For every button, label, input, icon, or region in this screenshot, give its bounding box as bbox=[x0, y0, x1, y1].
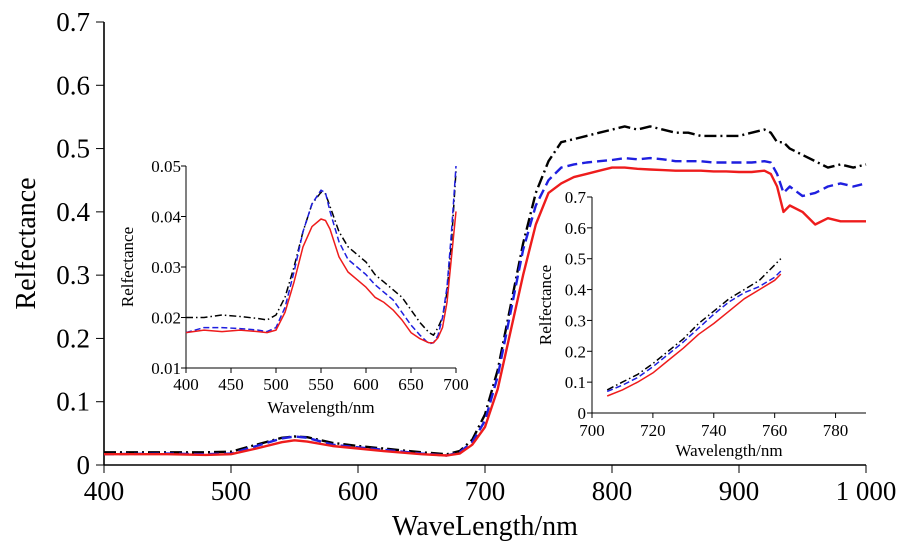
main-x-tick-label: 900 bbox=[719, 476, 760, 506]
inset-right-y-tick-label: 0.1 bbox=[565, 373, 586, 392]
inset-left-x-tick-label: 550 bbox=[308, 375, 334, 394]
inset-left-x-tick-label: 700 bbox=[443, 375, 469, 394]
inset-right-y-tick-label: 0.5 bbox=[565, 250, 586, 269]
inset-left-y-tick-label: 0.02 bbox=[151, 309, 181, 328]
inset-left-area bbox=[185, 165, 457, 369]
inset-right-y-tick-label: 0 bbox=[578, 404, 587, 423]
main-x-tick-label: 800 bbox=[592, 476, 633, 506]
inset-right-area bbox=[591, 196, 867, 414]
main-y-tick-label: 0.1 bbox=[56, 387, 90, 417]
inset-right-y-tick-label: 0.2 bbox=[565, 342, 586, 361]
inset-right-x-tick-label: 720 bbox=[640, 421, 666, 440]
inset-right-series-line-1 bbox=[606, 258, 782, 391]
main-y-tick-label: 0.4 bbox=[56, 197, 90, 227]
main-x-tick-label: 600 bbox=[338, 476, 379, 506]
main-y-tick-label: 0 bbox=[77, 450, 91, 480]
inset-right-x-axis-label: Wavelength/nm bbox=[675, 441, 782, 460]
main-y-tick-label: 0.7 bbox=[56, 7, 90, 37]
inset-left-series-line-3 bbox=[185, 211, 457, 344]
main-y-tick-label: 0.2 bbox=[56, 323, 90, 353]
inset-left-y-axis-label: Relfectance bbox=[118, 227, 137, 307]
main-y-tick-label: 0.5 bbox=[56, 134, 90, 164]
inset-right-series-line-3 bbox=[606, 273, 782, 397]
main-series-line-1 bbox=[104, 125, 867, 456]
main-y-axis-label: Relfectance bbox=[11, 177, 42, 309]
inset-right-y-tick-label: 0.6 bbox=[565, 219, 586, 238]
main-y-tick-label: 0.6 bbox=[56, 70, 90, 100]
inset-left-y-tick-label: 0.01 bbox=[151, 359, 181, 378]
inset-left-x-axis-label: Wavelength/nm bbox=[267, 398, 374, 417]
inset-left-x-tick-label: 400 bbox=[173, 375, 199, 394]
main-plot: 400 500 600 700 800 900 1 000 0 0.1 0.2 0.3 0.4 0.5 0… bbox=[11, 7, 896, 542]
inset-left-plot: 400 450 500 550 600 650 700 0.01 0.02 0.03 0.04 0.0… bbox=[118, 157, 469, 417]
inset-right-y-tick-label: 0.7 bbox=[565, 188, 587, 207]
inset-right-y-axis-label: Relfectance bbox=[536, 265, 555, 345]
inset-right-plot: 700 720 740 760 780 0 0.1 0.2 0.3 0.4 0.5 0.6 0.7 Wav… bbox=[536, 188, 867, 460]
inset-left-series-line-1 bbox=[186, 171, 457, 336]
inset-left-x-tick-label: 450 bbox=[218, 375, 244, 394]
inset-left-x-tick-label: 500 bbox=[263, 375, 289, 394]
inset-left-x-tick-label: 600 bbox=[353, 375, 379, 394]
inset-right-y-tick-label: 0.4 bbox=[565, 281, 587, 300]
inset-left-y-tick-label: 0.03 bbox=[151, 258, 181, 277]
inset-right-x-tick-label: 740 bbox=[701, 421, 727, 440]
main-series-line-2 bbox=[103, 156, 867, 457]
main-x-tick-label: 700 bbox=[465, 476, 506, 506]
inset-left-y-tick-label: 0.05 bbox=[151, 157, 181, 176]
inset-left-x-tick-label: 650 bbox=[398, 375, 424, 394]
main-x-tick-label: 1 000 bbox=[836, 476, 897, 506]
inset-right-y-tick-label: 0.3 bbox=[565, 311, 586, 330]
inset-left-y-tick-label: 0.04 bbox=[151, 208, 181, 227]
main-x-axis-label: WaveLength/nm bbox=[392, 511, 578, 542]
inset-right-x-tick-label: 700 bbox=[579, 421, 605, 440]
main-x-tick-label: 400 bbox=[84, 476, 125, 506]
main-series-line-3 bbox=[104, 166, 866, 457]
main-x-tick-label: 500 bbox=[211, 476, 252, 506]
main-y-tick-label: 0.3 bbox=[56, 260, 90, 290]
inset-right-x-tick-label: 760 bbox=[762, 421, 788, 440]
inset-right-x-tick-label: 780 bbox=[823, 421, 849, 440]
inset-right-series-line-2 bbox=[606, 270, 782, 393]
